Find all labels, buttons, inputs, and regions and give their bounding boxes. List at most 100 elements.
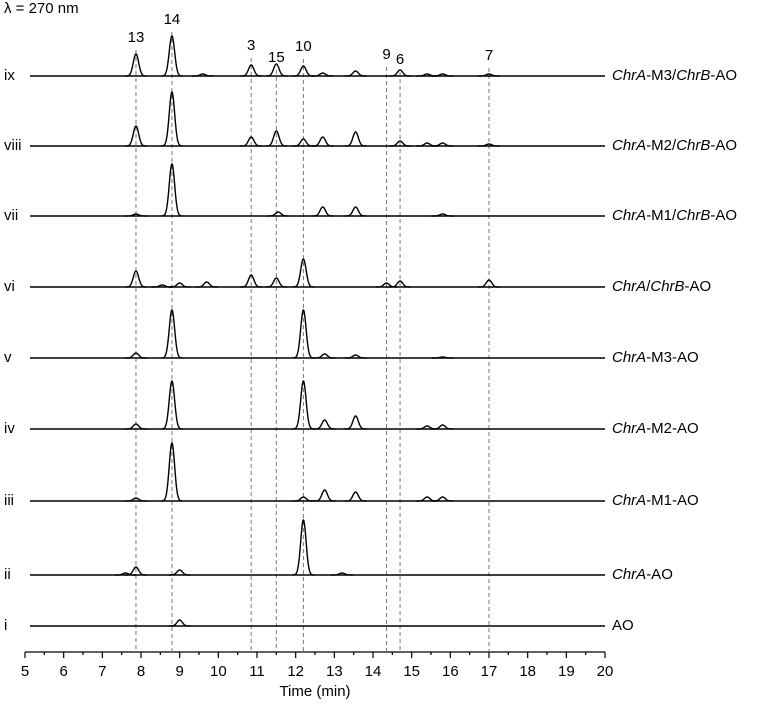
chart-title: λ = 270 nm: [4, 0, 79, 17]
x-tick-label: 13: [326, 663, 343, 680]
peak: [125, 423, 147, 430]
peak: [161, 380, 183, 430]
peak: [240, 274, 263, 288]
trace-name: ChrA-M2-AO: [612, 420, 699, 437]
peak: [344, 131, 367, 147]
peak: [168, 619, 191, 627]
peak: [478, 279, 500, 288]
peak: [331, 572, 353, 576]
peak: [168, 282, 191, 288]
x-tick-label: 8: [137, 663, 145, 680]
trace-name: ChrA-M1-AO: [612, 492, 699, 509]
peak: [292, 65, 315, 77]
peak: [431, 73, 454, 77]
x-tick-label: 18: [519, 663, 536, 680]
trace-label: vi: [4, 278, 15, 295]
peak: [125, 352, 147, 359]
peak: [265, 63, 288, 77]
peak: [267, 211, 290, 217]
peak: [292, 519, 315, 576]
peak: [389, 280, 411, 288]
peak: [478, 143, 500, 147]
trace-label: i: [4, 617, 7, 634]
marker-label: 9: [382, 46, 390, 63]
peak: [192, 73, 214, 77]
peak: [125, 53, 147, 77]
trace-label: ii: [4, 566, 11, 583]
peak: [195, 281, 218, 288]
x-tick-label: 10: [210, 663, 227, 680]
peak: [161, 91, 183, 147]
x-tick-label: 17: [481, 663, 498, 680]
trace-label: ix: [4, 67, 15, 84]
peak: [161, 309, 183, 359]
trace-label: v: [4, 349, 12, 366]
peak: [161, 163, 183, 217]
peak: [292, 258, 315, 288]
trace-name: AO: [612, 617, 634, 634]
x-tick-label: 11: [249, 663, 265, 680]
peak: [431, 356, 454, 359]
x-tick-label: 14: [365, 663, 382, 680]
x-tick-label: 15: [403, 663, 420, 680]
trace-name: ChrA-M3-AO: [612, 349, 699, 366]
x-tick-label: 9: [175, 663, 183, 680]
peak: [240, 136, 263, 147]
x-tick-label: 7: [98, 663, 106, 680]
marker-label: 14: [164, 11, 181, 28]
marker-label: 15: [268, 49, 285, 66]
x-tick-label: 20: [597, 663, 614, 680]
peak: [292, 496, 315, 502]
trace-name: ChrA-M2/ChrB-AO: [612, 137, 737, 154]
marker-label: 3: [247, 37, 255, 54]
trace-label: iii: [4, 492, 14, 509]
trace-name: ChrA-M1/ChrB-AO: [612, 207, 737, 224]
peak: [311, 72, 334, 77]
peak: [292, 138, 315, 147]
peak: [125, 270, 147, 288]
trace-label: iv: [4, 420, 15, 437]
trace-name: ChrA/ChrB-AO: [612, 278, 711, 295]
marker-label: 7: [485, 47, 493, 64]
peak: [168, 569, 191, 576]
peak: [344, 415, 367, 430]
peak: [389, 69, 411, 77]
x-axis-label: Time (min): [279, 683, 350, 700]
peak: [125, 497, 147, 502]
peak: [292, 309, 315, 359]
peak: [313, 353, 336, 359]
peak: [161, 35, 183, 77]
peak: [125, 125, 147, 147]
x-tick-label: 12: [287, 663, 304, 680]
peak: [265, 277, 288, 288]
x-tick-label: 19: [558, 663, 575, 680]
marker-label: 13: [128, 29, 145, 46]
peak: [125, 566, 147, 576]
x-tick-label: 16: [442, 663, 459, 680]
peak: [265, 130, 288, 147]
peak: [478, 73, 500, 77]
peak: [292, 380, 315, 430]
peak: [344, 354, 367, 359]
peak: [344, 206, 367, 217]
peak: [344, 70, 367, 77]
peak: [344, 491, 367, 502]
peak: [431, 424, 454, 430]
peak: [240, 64, 263, 77]
peak: [431, 213, 454, 217]
peak: [431, 496, 454, 502]
peak: [161, 441, 183, 502]
peak: [389, 140, 411, 147]
peak: [114, 572, 137, 576]
trace-label: vii: [4, 207, 18, 224]
trace-label: viii: [4, 137, 22, 154]
x-tick-label: 6: [59, 663, 67, 680]
marker-label: 6: [396, 51, 404, 68]
trace-name: ChrA-M3/ChrB-AO: [612, 67, 737, 84]
peak: [431, 142, 454, 147]
marker-label: 10: [295, 38, 312, 55]
peak: [311, 206, 334, 217]
peak: [313, 489, 336, 502]
x-tick-label: 5: [21, 663, 29, 680]
